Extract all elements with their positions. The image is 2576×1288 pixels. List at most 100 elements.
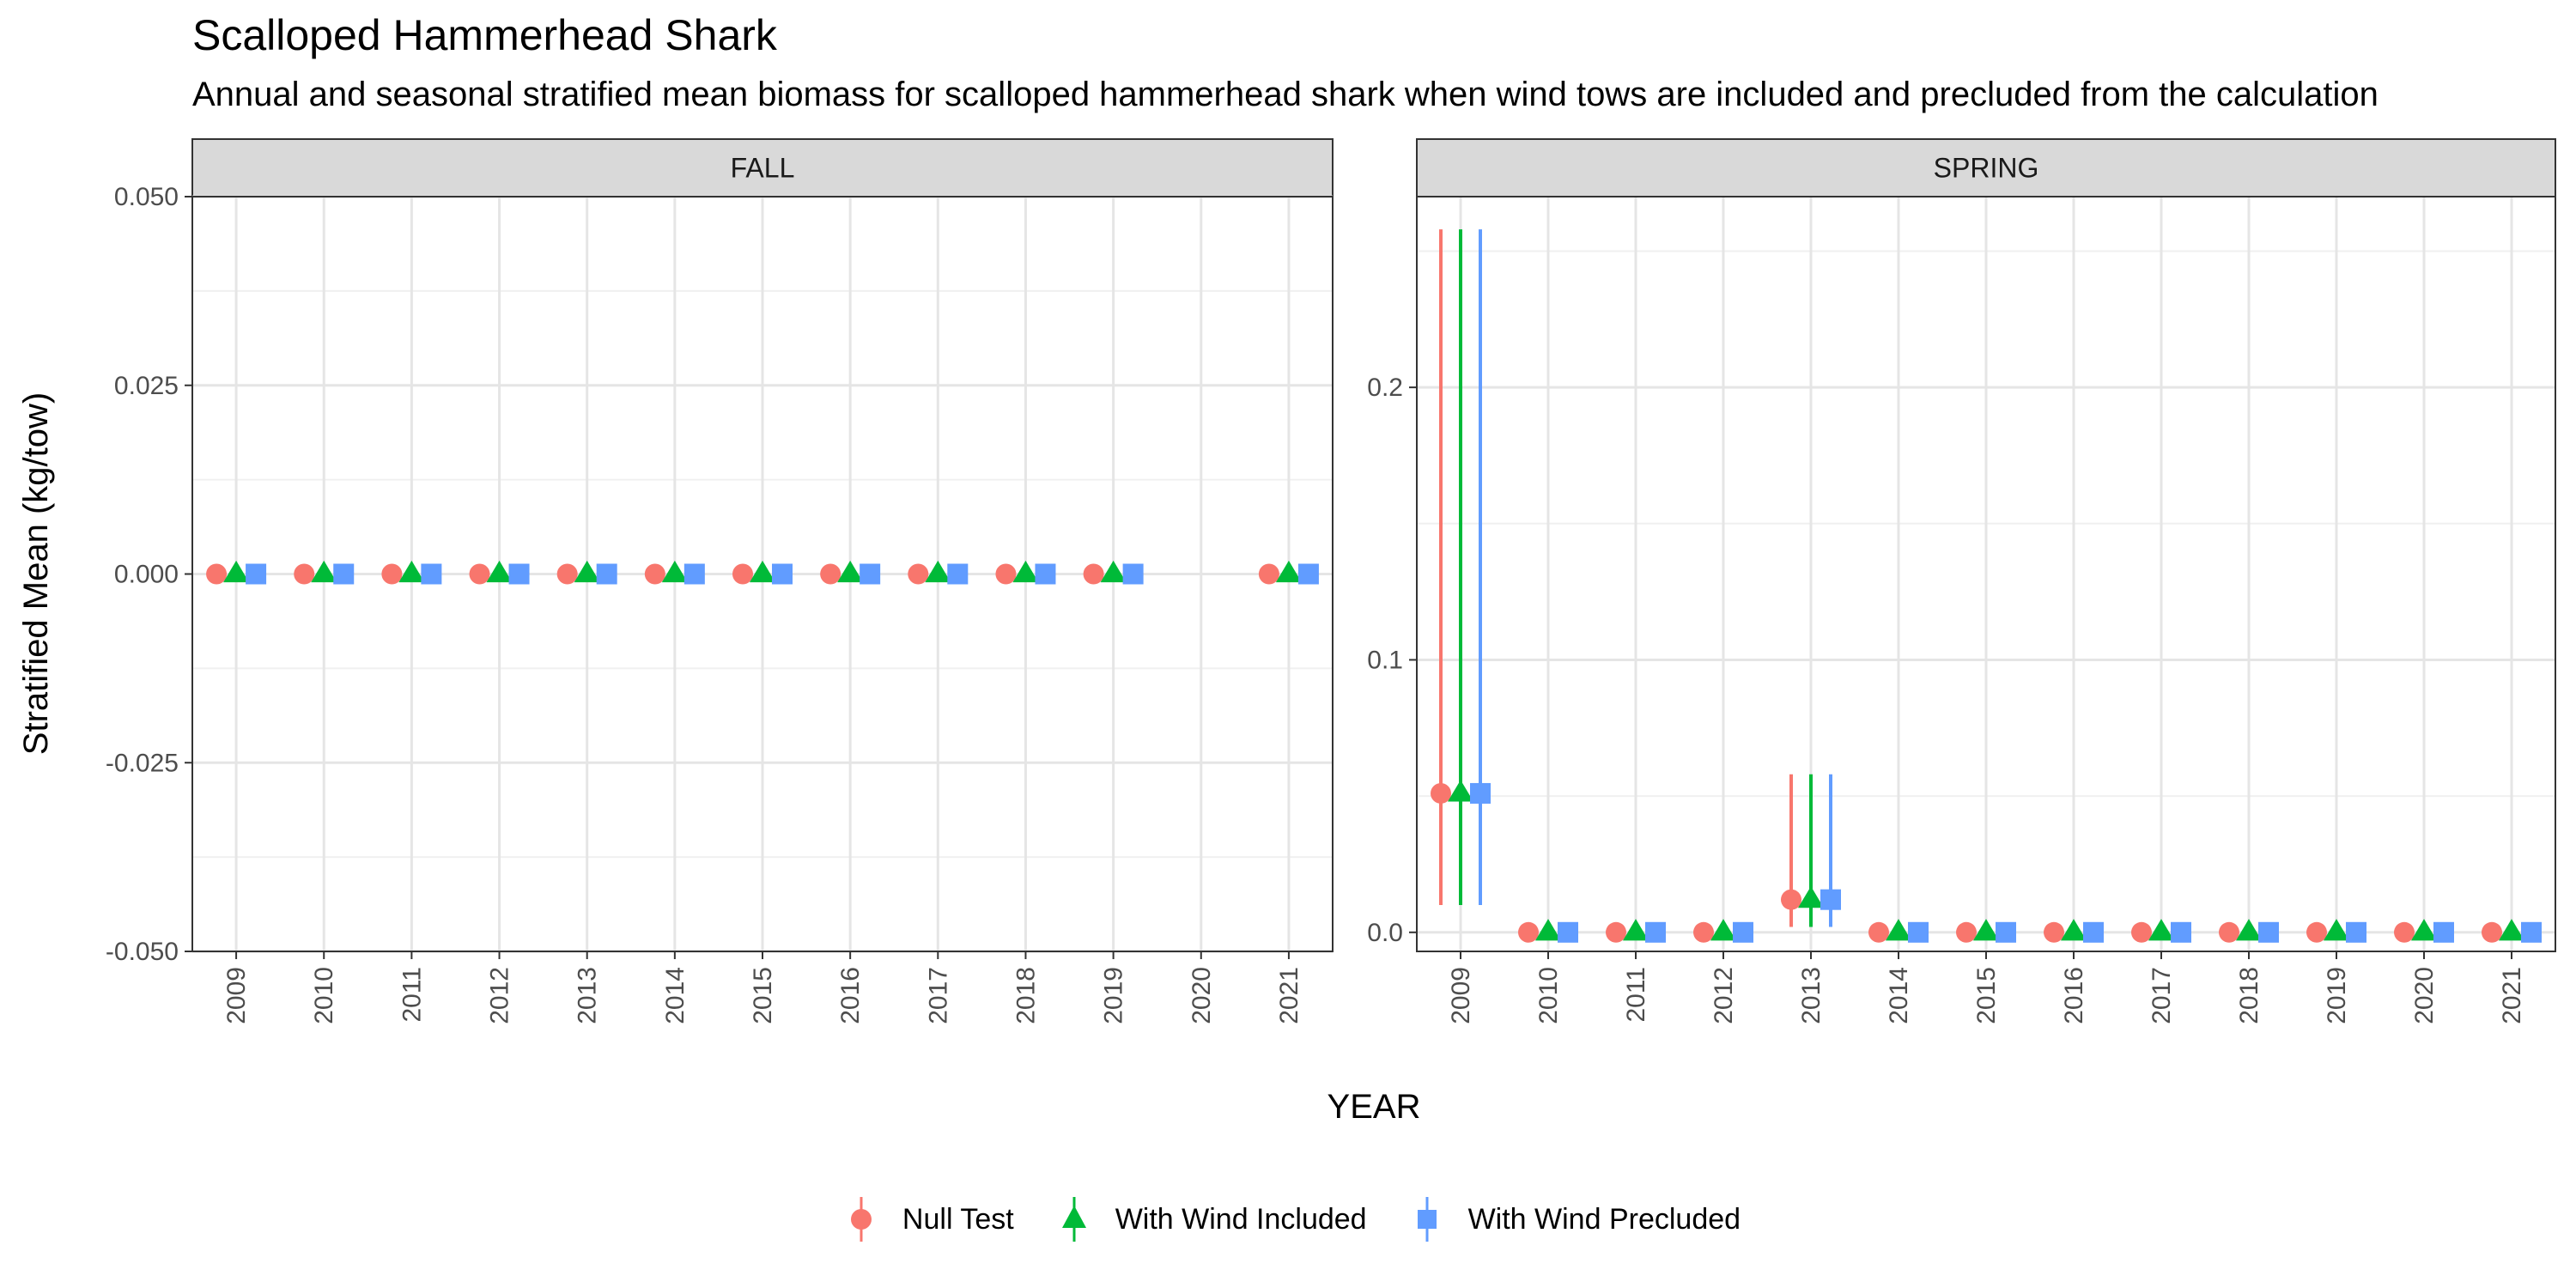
- data-point: [2411, 919, 2437, 941]
- data-point: [1431, 782, 1451, 804]
- y-tick-label: 0.1: [1367, 646, 1403, 674]
- x-tick-label: 2009: [222, 967, 251, 1024]
- data-point: [1820, 889, 1841, 910]
- x-tick-label: 2016: [836, 967, 865, 1024]
- data-point: [2061, 919, 2087, 941]
- data-point: [925, 560, 951, 583]
- x-tick-label: 2019: [1100, 967, 1128, 1024]
- data-point: [1710, 919, 1736, 941]
- data-point: [1083, 563, 1104, 585]
- data-point: [2131, 921, 2152, 943]
- x-tick-label: 2011: [1622, 967, 1650, 1023]
- data-point: [2171, 921, 2191, 943]
- x-tick-label: 2014: [1885, 967, 1913, 1024]
- data-point: [860, 563, 881, 585]
- y-axis-title: Stratified Mean (kg/tow): [17, 392, 55, 755]
- data-point: [947, 563, 969, 585]
- data-point: [1781, 889, 1801, 910]
- data-point: [508, 563, 530, 585]
- data-point: [644, 563, 665, 585]
- data-point: [1606, 921, 1626, 943]
- data-point: [661, 560, 688, 583]
- data-point: [398, 560, 425, 583]
- data-point: [2521, 921, 2542, 943]
- legend-item-with-wind-included: With Wind Included: [1048, 1194, 1367, 1245]
- data-point: [1868, 921, 1889, 943]
- data-point: [2482, 921, 2502, 943]
- data-point: [1518, 921, 1539, 943]
- legend-key-circle-icon: [850, 1197, 872, 1242]
- x-tick-label: 2021: [1275, 967, 1303, 1024]
- data-point: [1956, 921, 1977, 943]
- data-point: [2219, 921, 2239, 943]
- x-tick-label: 2015: [749, 967, 777, 1024]
- data-point: [1258, 563, 1279, 585]
- data-point: [2306, 921, 2327, 943]
- data-point: [1012, 560, 1039, 583]
- x-tick-label: 2012: [1710, 967, 1738, 1024]
- x-tick-label: 2017: [2148, 967, 2176, 1024]
- data-point: [772, 563, 793, 585]
- data-point: [1275, 560, 1302, 583]
- y-tick-label: -0.050: [106, 938, 179, 966]
- data-point: [2236, 919, 2262, 941]
- data-point: [732, 563, 753, 585]
- data-point: [995, 563, 1017, 585]
- y-tick-label: 0.0: [1367, 919, 1403, 947]
- y-tick-label: 0.025: [114, 372, 179, 400]
- facet-strip: [1416, 138, 2556, 197]
- data-point: [2433, 921, 2454, 943]
- data-point: [421, 563, 442, 585]
- data-point: [223, 560, 250, 583]
- x-tick-label: 2012: [486, 967, 514, 1024]
- data-point: [1645, 921, 1666, 943]
- legend: Null Test With Wind Included With Wind P…: [0, 1185, 2576, 1254]
- x-tick-label: 2020: [2410, 967, 2439, 1024]
- chart-subtitle: Annual and seasonal stratified mean biom…: [192, 76, 2379, 113]
- data-point: [1470, 782, 1491, 804]
- x-tick-label: 2016: [2060, 967, 2088, 1024]
- data-point: [908, 563, 929, 585]
- x-tick-label: 2009: [1447, 967, 1475, 1024]
- x-tick-label: 2013: [1797, 967, 1826, 1024]
- x-tick-label: 2013: [574, 967, 602, 1024]
- data-point: [2258, 921, 2279, 943]
- legend-label: With Wind Precluded: [1467, 1202, 1741, 1236]
- panel-border: [1416, 196, 2556, 952]
- x-tick-label: 2021: [2498, 967, 2526, 1024]
- data-point: [1996, 921, 2016, 943]
- data-point: [2044, 921, 2064, 943]
- y-tick-label: 0.000: [114, 561, 179, 589]
- data-point: [2083, 921, 2104, 943]
- data-point: [596, 563, 617, 585]
- legend-item-with-wind-precluded: With Wind Precluded: [1401, 1194, 1741, 1245]
- x-tick-label: 2010: [1534, 967, 1563, 1024]
- legend-key-square-icon: [1417, 1197, 1437, 1242]
- legend-key-triangle-icon: [1061, 1197, 1086, 1242]
- data-point: [574, 560, 600, 583]
- x-tick-label: 2020: [1188, 967, 1216, 1024]
- data-point: [683, 563, 705, 585]
- x-tick-label: 2010: [310, 967, 338, 1024]
- data-point: [2346, 921, 2366, 943]
- data-point: [1558, 921, 1578, 943]
- chart-canvas: FALL -0.050 -0.025 0.000 0.025 0.050 2009 2010 2…: [17, 138, 2556, 1126]
- data-point: [1908, 921, 1929, 943]
- facet-strip-label: SPRING: [1934, 153, 2039, 184]
- data-point: [1448, 780, 1473, 802]
- x-tick-label: 2011: [398, 967, 426, 1023]
- x-tick-label: 2018: [1012, 967, 1040, 1024]
- data-point: [1623, 919, 1649, 941]
- legend-item-null-test: Null Test: [835, 1194, 1014, 1245]
- data-point: [1297, 563, 1319, 585]
- data-point: [381, 563, 403, 585]
- data-point: [469, 563, 490, 585]
- data-point: [2499, 919, 2524, 941]
- data-point: [1693, 921, 1714, 943]
- x-tick-label: 2017: [924, 967, 952, 1024]
- data-point: [1035, 563, 1056, 585]
- x-tick-label: 2015: [1972, 967, 2001, 1024]
- data-point: [246, 563, 267, 585]
- data-point: [1886, 919, 1911, 941]
- legend-label: With Wind Included: [1115, 1202, 1367, 1236]
